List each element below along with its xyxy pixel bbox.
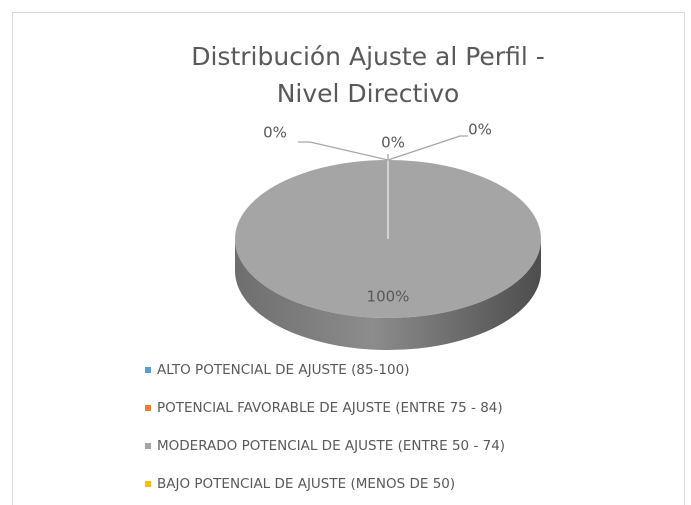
legend-label: POTENCIAL FAVORABLE DE AJUSTE (ENTRE 75 … <box>157 400 503 416</box>
legend: ALTO POTENCIAL DE AJUSTE (85-100) POTENCI… <box>145 362 505 492</box>
legend-swatch <box>145 367 151 373</box>
leader-line <box>387 135 468 161</box>
data-label: 100% <box>367 288 410 306</box>
pie <box>235 160 541 350</box>
data-labels: 0% 0% 100% 0% <box>263 121 492 306</box>
pie-side <box>235 239 541 350</box>
legend-label: BAJO POTENCIAL DE AJUSTE (MENOS DE 50) <box>157 476 455 492</box>
chart-title: Nivel Directivo <box>277 79 460 108</box>
data-label: 0% <box>263 124 287 142</box>
chart-title: Distribución Ajuste al Perfil - <box>191 42 545 71</box>
legend-swatch <box>145 443 151 449</box>
leader-line <box>298 141 389 161</box>
data-label: 0% <box>381 134 405 152</box>
legend-swatch <box>145 405 151 411</box>
legend-swatch <box>145 481 151 487</box>
data-label: 0% <box>468 121 492 139</box>
legend-label: ALTO POTENCIAL DE AJUSTE (85-100) <box>157 362 409 378</box>
legend-label: MODERADO POTENCIAL DE AJUSTE (ENTRE 50 -… <box>157 438 505 454</box>
